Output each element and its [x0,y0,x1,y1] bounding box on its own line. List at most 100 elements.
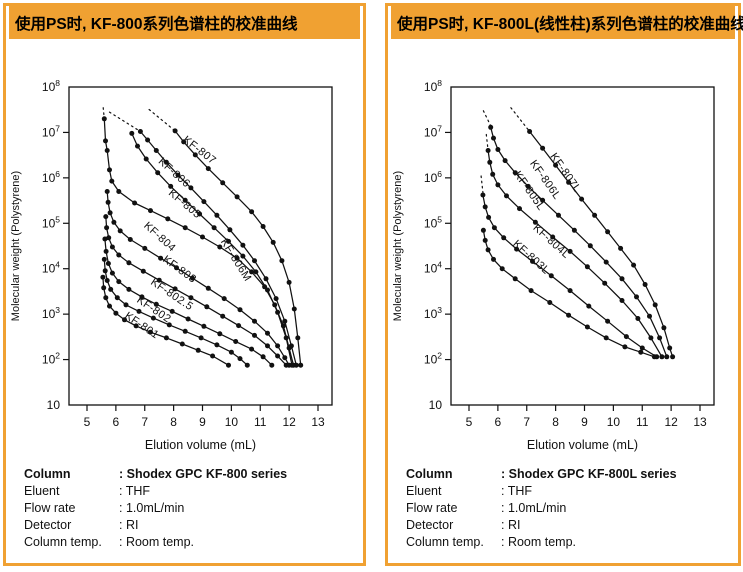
data-point [105,199,111,205]
y-tick-label: 103 [42,305,60,321]
data-point [101,285,107,291]
data-point [127,237,133,242]
data-point [501,235,507,241]
data-point [659,354,665,360]
data-point [514,246,520,252]
x-axis-title: Elution volume (mL) [527,438,638,452]
data-point [214,212,220,218]
data-point [168,183,174,189]
data-point [237,307,243,313]
data-point [293,362,299,368]
y-axis-title: Molecular weight (Polystyrene) [392,171,404,321]
data-point [602,280,608,286]
data-point [104,225,110,231]
data-point [275,309,281,315]
data-point [487,159,493,165]
meta-row: Column temp.: Room temp. [24,534,363,551]
data-point [532,219,538,225]
y-tick-label: 102 [42,351,60,367]
data-point [197,211,203,217]
data-point [265,287,270,293]
data-point [512,276,518,282]
data-point [499,266,505,272]
meta-value: : 1.0mL/min [501,501,567,515]
data-point [220,180,226,186]
data-point [622,344,628,350]
curve-KF-806 [139,131,297,366]
x-tick-label: 13 [693,415,707,429]
plot-frame [450,86,715,406]
data-point [269,362,275,368]
data-point [102,236,108,242]
data-point [619,298,625,303]
data-point [100,274,106,280]
extrapolated-dashed-KF-807 [148,108,176,132]
data-point [592,212,598,218]
data-point [181,139,187,145]
data-point [211,225,217,231]
data-point [584,264,590,270]
data-point [547,300,553,305]
data-point [495,182,501,188]
data-point [140,268,146,274]
data-point [158,255,164,261]
x-tick-label: 9 [199,415,206,429]
data-point [135,143,140,149]
data-point [244,362,250,368]
curve-label-KF-806M: KF-806M [218,237,254,284]
data-point [252,258,257,264]
data-point [488,124,494,130]
y-tick-label: 102 [424,351,442,367]
meta-label: Eluent [406,484,442,498]
data-point [275,353,281,359]
curve-KF-806L [490,127,668,358]
data-point [634,294,639,300]
data-point [182,225,188,231]
y-tick-label: 10 [47,398,61,412]
data-point [109,178,115,184]
data-point [192,152,198,158]
data-point [512,170,518,176]
meta-value: : Shodex GPC KF-800 series [119,467,288,481]
data-point [490,171,496,177]
meta-value: : RI [119,518,139,532]
data-point [295,335,301,341]
data-point [657,335,663,341]
data-point [133,323,139,329]
x-axis-title: Elution volume (mL) [145,438,256,452]
x-tick-label: 8 [552,415,559,429]
data-point [530,258,535,264]
data-point [605,318,611,324]
x-tick-label: 7 [523,415,530,429]
data-point [109,270,115,276]
data-point [217,331,223,337]
data-point [263,276,269,282]
data-point [163,159,169,165]
data-point [205,166,211,172]
data-point [116,252,122,258]
panel-header: 使用PS时, KF-800系列色谱柱的校准曲线 [9,6,360,39]
x-tick-label: 5 [84,415,91,429]
data-point [491,135,496,141]
meta-label: Detector [406,518,454,532]
data-point [153,148,159,153]
data-point [148,208,153,214]
data-point [221,296,227,302]
data-point [233,339,239,344]
data-point [482,204,488,210]
data-point [584,324,590,330]
data-point [116,279,122,285]
data-point [172,128,178,134]
data-point [234,194,240,200]
extrapolated-dashed-KF-806 [108,111,141,133]
data-point [101,116,107,122]
data-point [556,212,561,218]
x-tick-label: 8 [170,415,177,429]
data-point [109,244,115,250]
data-point [166,322,172,328]
y-tick-label: 108 [424,78,442,94]
data-point [265,343,270,349]
y-tick-label: 104 [424,260,442,276]
data-point [195,347,201,353]
data-point [174,265,179,271]
